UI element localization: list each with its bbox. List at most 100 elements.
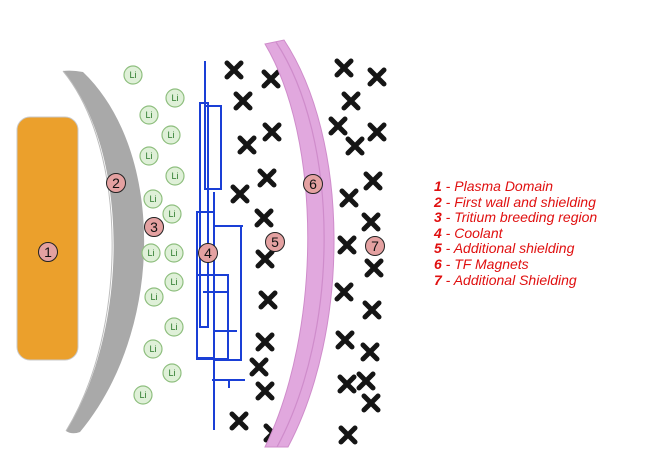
li-pebble-label: Li xyxy=(170,322,177,332)
li-pebble-label: Li xyxy=(170,248,177,258)
li-pebble: Li xyxy=(141,243,161,263)
li-pebble: Li xyxy=(143,189,163,209)
li-pebble-label: Li xyxy=(168,368,175,378)
shielding-cross xyxy=(328,116,348,136)
shielding-cross xyxy=(230,184,250,204)
region-label-7-text: 7 xyxy=(371,238,379,254)
legend-text: TF Magnets xyxy=(454,255,529,272)
region-label-2: 2 xyxy=(106,173,126,193)
shielding-cross xyxy=(364,258,384,278)
li-pebble-label: Li xyxy=(171,171,178,181)
region-label-5-text: 5 xyxy=(271,234,279,250)
legend-number: 5 xyxy=(434,240,442,257)
shielding-cross xyxy=(255,381,275,401)
li-pebble-label: Li xyxy=(149,194,156,204)
legend-text: Additional Shielding xyxy=(453,271,577,288)
lithium-breeding-pebbles: Li Li Li Li Li Li Li Li Li Li Li Li Li Li Li Li xyxy=(123,65,185,405)
shielding-cross xyxy=(337,235,357,255)
legend-item: 2 - First wall and shielding xyxy=(434,193,597,211)
legend-separator: - xyxy=(441,224,455,241)
li-pebble: Li xyxy=(162,363,182,383)
legend-text: First wall and shielding xyxy=(454,193,596,210)
region-label-5: 5 xyxy=(265,232,285,252)
li-pebble: Li xyxy=(123,65,143,85)
shielding-cross xyxy=(249,357,269,377)
region-label-7: 7 xyxy=(365,236,385,256)
region-label-6-text: 6 xyxy=(309,176,317,192)
li-pebble-label: Li xyxy=(167,130,174,140)
li-pebble: Li xyxy=(161,125,181,145)
legend-separator: - xyxy=(441,178,455,194)
shielding-cross xyxy=(255,332,275,352)
li-pebble: Li xyxy=(162,204,182,224)
legend-text: Plasma Domain xyxy=(454,178,554,194)
legend-text: Additional shielding xyxy=(453,240,575,257)
legend-separator: - xyxy=(441,240,454,257)
region-label-1-text: 1 xyxy=(44,244,52,260)
shielding-cross xyxy=(335,330,355,350)
shielding-cross xyxy=(334,58,354,78)
li-pebble: Li xyxy=(139,146,159,166)
shielding-cross xyxy=(367,67,387,87)
li-pebble-label: Li xyxy=(147,248,154,258)
shielding-cross xyxy=(341,91,361,111)
li-pebble-label: Li xyxy=(139,390,146,400)
legend-number: 7 xyxy=(434,271,442,288)
region-label-1: 1 xyxy=(38,242,58,262)
shielding-cross xyxy=(337,374,357,394)
shielding-cross xyxy=(360,342,380,362)
li-pebble-label: Li xyxy=(145,110,152,120)
plasma-domain xyxy=(16,116,79,361)
legend-item: 3 - Tritium breeding region xyxy=(434,209,597,226)
coolant-pipes xyxy=(196,61,245,430)
region-label-3-text: 3 xyxy=(150,219,158,235)
shielding-cross xyxy=(334,282,354,302)
shielding-cross xyxy=(233,91,253,111)
shielding-cross xyxy=(361,393,381,413)
first-wall-shielding-inner xyxy=(62,70,113,432)
first-wall-shielding xyxy=(63,70,145,434)
legend-number: 1 xyxy=(434,178,442,194)
legend-separator: - xyxy=(441,255,455,272)
legend-item: 4 - Coolant xyxy=(434,224,597,242)
li-pebble-label: Li xyxy=(150,292,157,302)
legend-item: 1 - Plasma Domain xyxy=(434,178,597,195)
shielding-cross xyxy=(257,168,277,188)
li-pebble: Li xyxy=(164,243,184,263)
li-pebble-label: Li xyxy=(168,209,175,219)
li-pebble-label: Li xyxy=(170,277,177,287)
legend: 1 - Plasma Domain 2 - First wall and shi… xyxy=(434,178,597,288)
legend-number: 2 xyxy=(434,193,442,210)
region-label-3: 3 xyxy=(144,217,164,237)
li-pebble: Li xyxy=(165,88,185,108)
legend-number: 6 xyxy=(434,255,442,272)
region-label-4: 4 xyxy=(198,243,218,263)
region-label-4-text: 4 xyxy=(204,245,212,261)
legend-number: 4 xyxy=(434,224,442,241)
legend-separator: - xyxy=(441,193,455,210)
shielding-cross xyxy=(254,208,274,228)
li-pebble-label: Li xyxy=(145,151,152,161)
shielding-cross xyxy=(255,249,275,269)
li-pebble: Li xyxy=(165,166,185,186)
li-pebble-label: Li xyxy=(129,70,136,80)
li-pebble: Li xyxy=(143,339,163,359)
shielding-cross xyxy=(367,122,387,142)
tf-magnets-inner-layer xyxy=(275,41,325,448)
li-pebble: Li xyxy=(144,287,164,307)
shielding-cross xyxy=(224,60,244,80)
legend-text: Coolant xyxy=(454,224,503,241)
li-pebble: Li xyxy=(164,317,184,337)
shielding-cross xyxy=(363,171,383,191)
li-pebble: Li xyxy=(164,272,184,292)
li-pebble-label: Li xyxy=(149,344,156,354)
li-pebble-label: Li xyxy=(171,93,178,103)
legend-item: 6 - TF Magnets xyxy=(434,255,597,273)
region-label-2-text: 2 xyxy=(112,175,120,191)
shielding-cross xyxy=(338,425,358,445)
legend-separator: - xyxy=(441,271,454,288)
shielding-cross xyxy=(361,212,381,232)
legend-separator: - xyxy=(441,209,455,226)
shielding-cross xyxy=(362,300,382,320)
